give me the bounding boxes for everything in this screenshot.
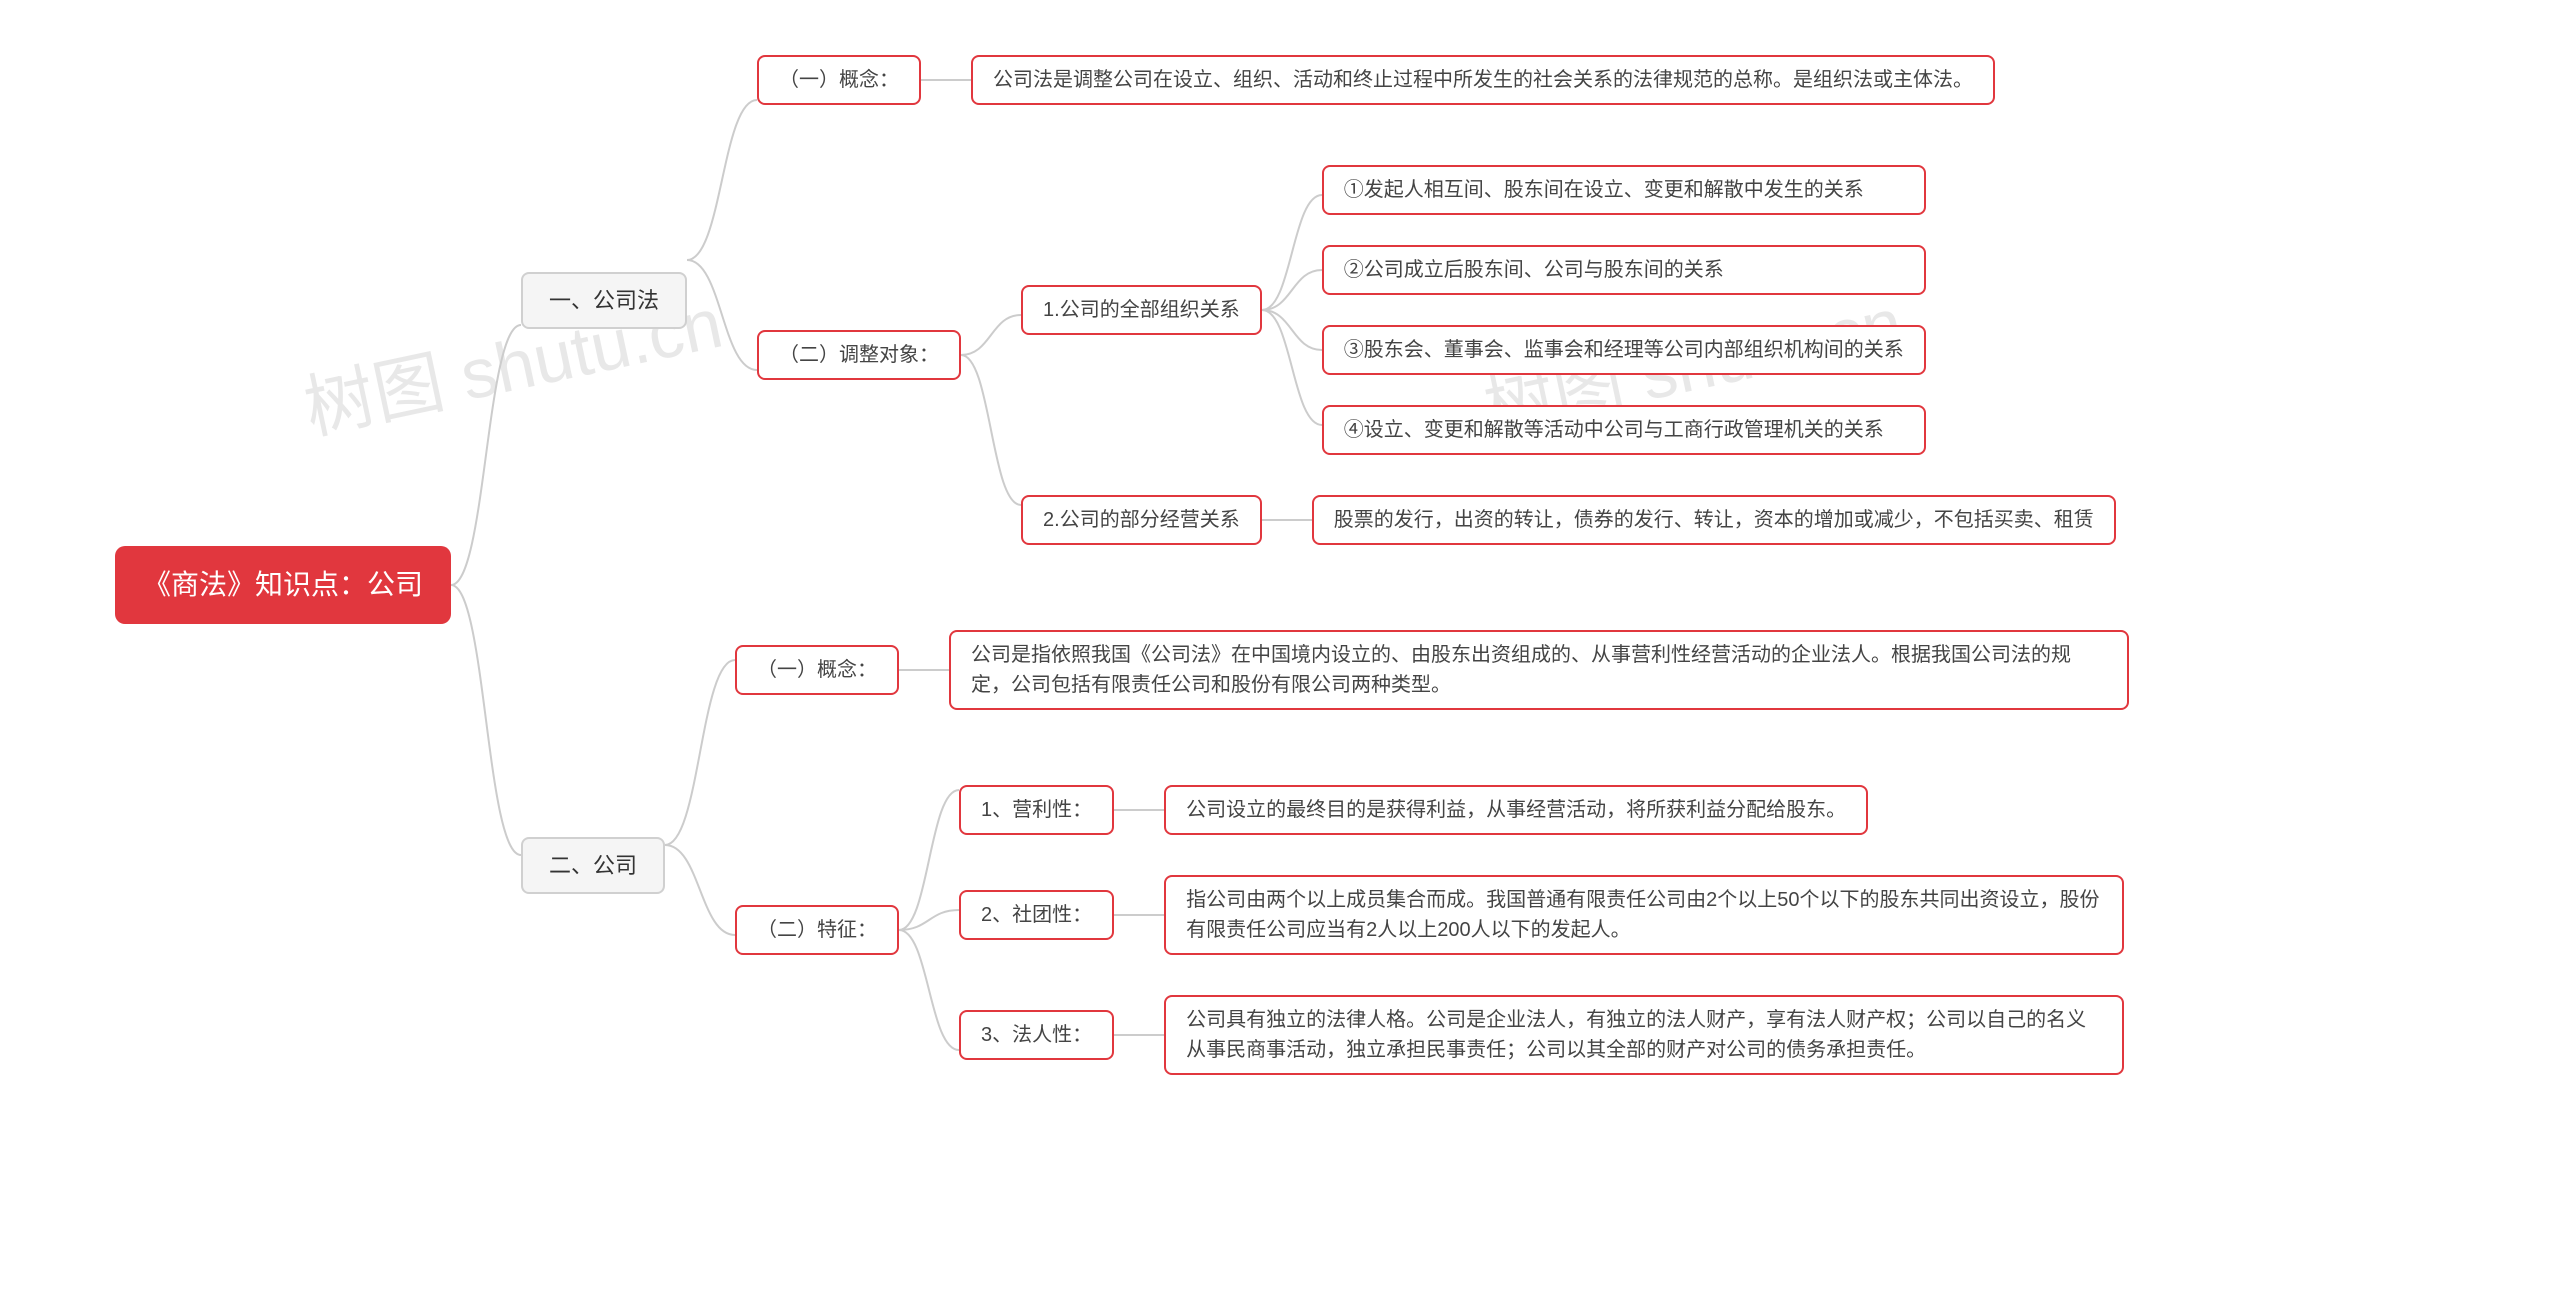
connector-s2a <box>899 660 949 680</box>
connector-root <box>451 135 521 1035</box>
s2-b-item-1-label: 1、营利性： <box>959 785 1114 835</box>
connector-s1a <box>921 70 971 90</box>
s2-a: （一）概念： 公司是指依照我国《公司法》在中国境内设立的、由股东出资组成的、从事… <box>735 630 2129 710</box>
s1-a-text: 公司法是调整公司在设立、组织、活动和终止过程中所发生的社会关系的法律规范的总称。… <box>971 55 1995 105</box>
s2-b-item-2-label: 2、社团性： <box>959 890 1114 940</box>
s1-b1: 1.公司的全部组织关系 ①发起人相互间、股东间在设立、变更和解散中发生的关系 ②… <box>1021 165 2116 455</box>
s2-b-item-2-text: 指公司由两个以上成员集合而成。我国普通有限责任公司由2个以上50个以下的股东共同… <box>1164 875 2124 955</box>
connector-s1b2 <box>1262 510 1312 530</box>
s2-a-label: （一）概念： <box>735 645 899 695</box>
s2-b-item-2: 2、社团性： 指公司由两个以上成员集合而成。我国普通有限责任公司由2个以上50个… <box>959 875 2124 955</box>
section-2-title: 二、公司 <box>521 837 665 894</box>
s1-b: （二）调整对象： 1.公司的全部组织关系 <box>757 165 2116 545</box>
s1-b1-item-3: ③股东会、董事会、监事会和经理等公司内部组织机构间的关系 <box>1322 325 1926 375</box>
s2-a-text: 公司是指依照我国《公司法》在中国境内设立的、由股东出资组成的、从事营利性经营活动… <box>949 630 2129 710</box>
section-2: 二、公司 （一）概念： 公司是指依照我国《公司法》在中国境内设立的、由股东出资组… <box>521 615 2129 1115</box>
connector-s2b3 <box>1114 1025 1164 1045</box>
connector-s1 <box>687 70 757 530</box>
s1-b1-item-2: ②公司成立后股东间、公司与股东间的关系 <box>1322 245 1926 295</box>
s1-b1-item-4: ④设立、变更和解散等活动中公司与工商行政管理机关的关系 <box>1322 405 1926 455</box>
connector-s1b <box>961 175 1021 535</box>
s1-b1-label: 1.公司的全部组织关系 <box>1021 285 1262 335</box>
s1-b2-text: 股票的发行，出资的转让，债券的发行、转让，资本的增加或减少，不包括买卖、租赁 <box>1312 495 2116 545</box>
s2-b-item-3: 3、法人性： 公司具有独立的法律人格。公司是企业法人，有独立的法人财产，享有法人… <box>959 995 2124 1075</box>
section-1: 一、公司法 （一）概念： 公司法是调整公司在设立、组织、活动和终止过程中所发生的… <box>521 55 2129 545</box>
connector-s2 <box>665 615 735 1115</box>
connector-s2b1 <box>1114 800 1164 820</box>
s1-a-label: （一）概念： <box>757 55 921 105</box>
s2-b: （二）特征： 1、营利性： 公司设立的最终目的是获得利益，从事经营活动，将所获利… <box>735 760 2129 1100</box>
s2-b-item-3-text: 公司具有独立的法律人格。公司是企业法人，有独立的法人财产，享有法人财产权；公司以… <box>1164 995 2124 1075</box>
connector-s1b1 <box>1262 170 1322 450</box>
connector-s2b2 <box>1114 905 1164 925</box>
s2-b-item-1-text: 公司设立的最终目的是获得利益，从事经营活动，将所获利益分配给股东。 <box>1164 785 1868 835</box>
s2-b-label: （二）特征： <box>735 905 899 955</box>
connector-s2b <box>899 760 959 1100</box>
s1-b1-item-1: ①发起人相互间、股东间在设立、变更和解散中发生的关系 <box>1322 165 1926 215</box>
s1-b-label: （二）调整对象： <box>757 330 961 380</box>
s1-b2: 2.公司的部分经营关系 股票的发行，出资的转让，债券的发行、转让，资本的增加或减… <box>1021 495 2116 545</box>
s1-a: （一）概念： 公司法是调整公司在设立、组织、活动和终止过程中所发生的社会关系的法… <box>757 55 2116 105</box>
root-node: 《商法》知识点：公司 <box>115 546 451 624</box>
s2-b-item-3-label: 3、法人性： <box>959 1010 1114 1060</box>
mindmap-root-container: 《商法》知识点：公司 一、公司法 （一）概念： 公司法是调整公司在设立、组织、活… <box>115 55 2129 1115</box>
s1-b2-label: 2.公司的部分经营关系 <box>1021 495 1262 545</box>
section-1-title: 一、公司法 <box>521 272 687 329</box>
s2-b-item-1: 1、营利性： 公司设立的最终目的是获得利益，从事经营活动，将所获利益分配给股东。 <box>959 785 2124 835</box>
